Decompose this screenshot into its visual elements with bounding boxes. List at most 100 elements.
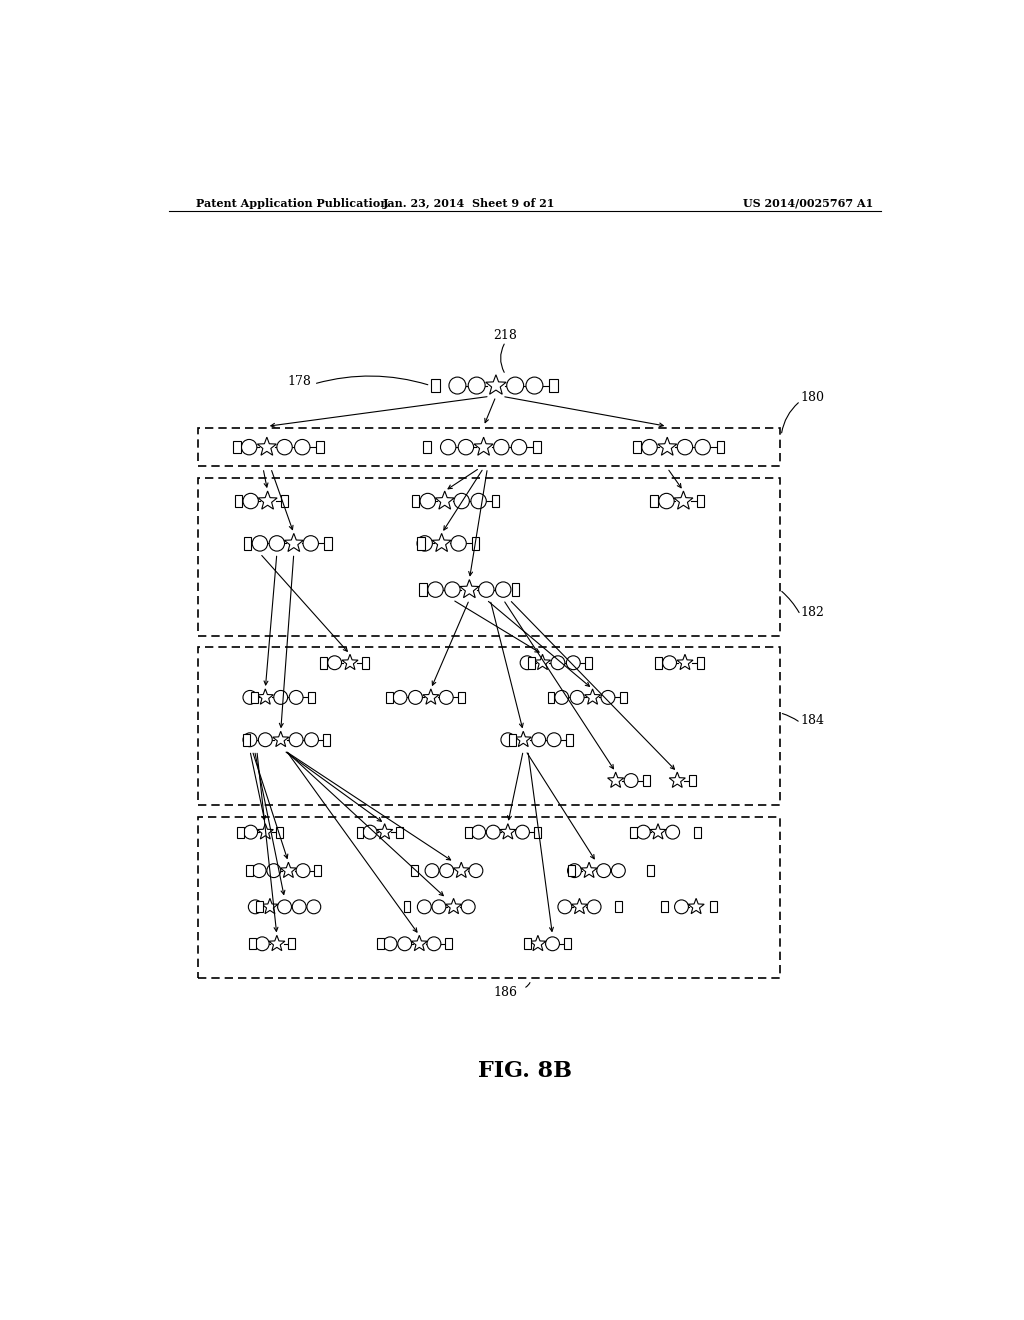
Circle shape: [432, 900, 445, 913]
Circle shape: [296, 863, 310, 878]
Text: Jan. 23, 2014  Sheet 9 of 21: Jan. 23, 2014 Sheet 9 of 21: [383, 198, 556, 209]
Bar: [586, 657, 592, 668]
Bar: [412, 866, 418, 876]
Circle shape: [551, 656, 565, 669]
Bar: [492, 495, 500, 507]
Circle shape: [496, 582, 511, 598]
Bar: [386, 692, 393, 704]
Bar: [550, 379, 558, 392]
Circle shape: [458, 440, 473, 455]
Text: 218: 218: [494, 329, 517, 342]
Bar: [509, 734, 516, 746]
Circle shape: [587, 900, 601, 913]
Bar: [244, 537, 252, 549]
Text: US 2014/0025767 A1: US 2014/0025767 A1: [743, 198, 873, 209]
Circle shape: [555, 690, 568, 705]
Polygon shape: [435, 491, 455, 510]
Bar: [717, 441, 724, 453]
Circle shape: [289, 733, 303, 747]
Circle shape: [637, 825, 650, 840]
Bar: [566, 734, 572, 746]
Bar: [660, 902, 668, 912]
Bar: [423, 441, 431, 453]
Bar: [620, 692, 627, 704]
Bar: [233, 441, 241, 453]
Bar: [548, 692, 554, 704]
Bar: [361, 657, 369, 668]
Circle shape: [440, 440, 456, 455]
Text: Patent Application Publication: Patent Application Publication: [196, 198, 388, 209]
Circle shape: [531, 733, 546, 747]
Bar: [689, 775, 696, 787]
Bar: [458, 692, 465, 704]
Bar: [568, 866, 575, 876]
Polygon shape: [460, 579, 479, 598]
Bar: [238, 826, 244, 838]
Polygon shape: [515, 731, 531, 747]
Bar: [412, 495, 419, 507]
Circle shape: [417, 536, 432, 552]
Polygon shape: [657, 437, 677, 455]
Circle shape: [570, 690, 584, 705]
Polygon shape: [674, 491, 693, 510]
Circle shape: [304, 733, 318, 747]
Circle shape: [451, 536, 466, 552]
Circle shape: [566, 656, 581, 669]
Circle shape: [472, 825, 485, 840]
Circle shape: [677, 440, 692, 455]
Bar: [696, 495, 705, 507]
Circle shape: [501, 733, 515, 747]
Polygon shape: [257, 437, 276, 455]
Bar: [710, 902, 717, 912]
Circle shape: [276, 440, 292, 455]
Circle shape: [439, 690, 454, 705]
Circle shape: [471, 494, 486, 508]
Bar: [643, 775, 650, 787]
Circle shape: [507, 378, 523, 395]
Circle shape: [486, 825, 500, 840]
Circle shape: [469, 863, 483, 878]
Circle shape: [425, 863, 439, 878]
Polygon shape: [272, 731, 289, 747]
Circle shape: [520, 656, 535, 669]
Polygon shape: [285, 533, 303, 552]
Polygon shape: [262, 899, 278, 913]
Circle shape: [267, 863, 281, 878]
Bar: [246, 866, 253, 876]
Bar: [563, 939, 570, 949]
Circle shape: [642, 440, 657, 455]
Circle shape: [611, 863, 626, 878]
Circle shape: [383, 937, 397, 950]
Bar: [630, 826, 637, 838]
Bar: [655, 657, 663, 668]
Polygon shape: [677, 655, 693, 669]
Circle shape: [243, 690, 257, 705]
Circle shape: [255, 937, 269, 950]
Polygon shape: [607, 772, 624, 788]
Bar: [634, 441, 641, 453]
Circle shape: [258, 733, 272, 747]
Bar: [199, 817, 779, 978]
Text: 184: 184: [801, 714, 824, 727]
Bar: [417, 537, 425, 549]
Polygon shape: [535, 655, 551, 669]
Bar: [324, 537, 332, 549]
Circle shape: [511, 440, 526, 455]
Bar: [532, 441, 541, 453]
Polygon shape: [412, 936, 427, 950]
Bar: [251, 692, 258, 704]
Text: 182: 182: [801, 606, 824, 619]
Bar: [244, 734, 250, 746]
Polygon shape: [445, 899, 462, 913]
Circle shape: [364, 825, 377, 840]
Circle shape: [328, 656, 342, 669]
Circle shape: [439, 863, 454, 878]
Circle shape: [269, 536, 285, 552]
Bar: [534, 826, 541, 838]
Circle shape: [418, 900, 431, 913]
Circle shape: [242, 440, 257, 455]
Polygon shape: [454, 862, 469, 878]
Circle shape: [249, 900, 262, 913]
Circle shape: [546, 937, 559, 950]
Bar: [324, 734, 331, 746]
